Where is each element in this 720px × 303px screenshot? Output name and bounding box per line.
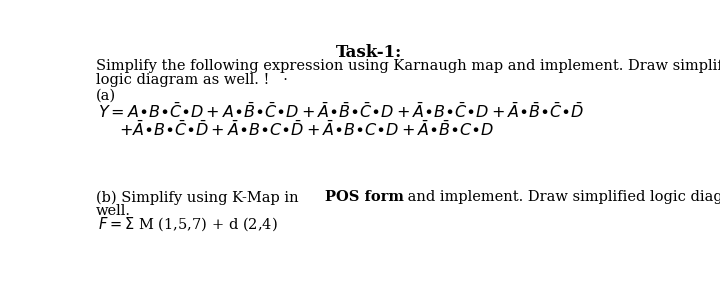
Text: (b) Simplify using K-Map in: (b) Simplify using K-Map in	[96, 190, 303, 205]
Text: Task-1:: Task-1:	[336, 44, 402, 61]
Text: (a): (a)	[96, 89, 117, 103]
Text: and implement. Draw simplified logic diagram as: and implement. Draw simplified logic dia…	[403, 190, 720, 204]
Text: Simplify the following expression using Karnaugh map and implement. Draw simplif: Simplify the following expression using …	[96, 59, 720, 73]
Text: POS form: POS form	[325, 190, 404, 204]
Text: logic diagram as well. !   ·: logic diagram as well. ! ·	[96, 73, 288, 87]
Text: $\it{Y} = \it{A}{\bullet}\it{B}{\bullet}\bar{\it{C}}{\bullet}\it{D}+\it{A}{\bull: $\it{Y} = \it{A}{\bullet}\it{B}{\bullet}…	[98, 102, 584, 121]
Text: $+\bar{\it{A}}{\bullet}\it{B}{\bullet}\bar{\it{C}}{\bullet}\bar{\it{D}}+\bar{\it: $+\bar{\it{A}}{\bullet}\it{B}{\bullet}\b…	[120, 119, 495, 139]
Text: $\it{F} = \Sigma$ M (1,5,7) + d (2,4): $\it{F} = \Sigma$ M (1,5,7) + d (2,4)	[98, 216, 277, 233]
Text: well.: well.	[96, 204, 131, 218]
